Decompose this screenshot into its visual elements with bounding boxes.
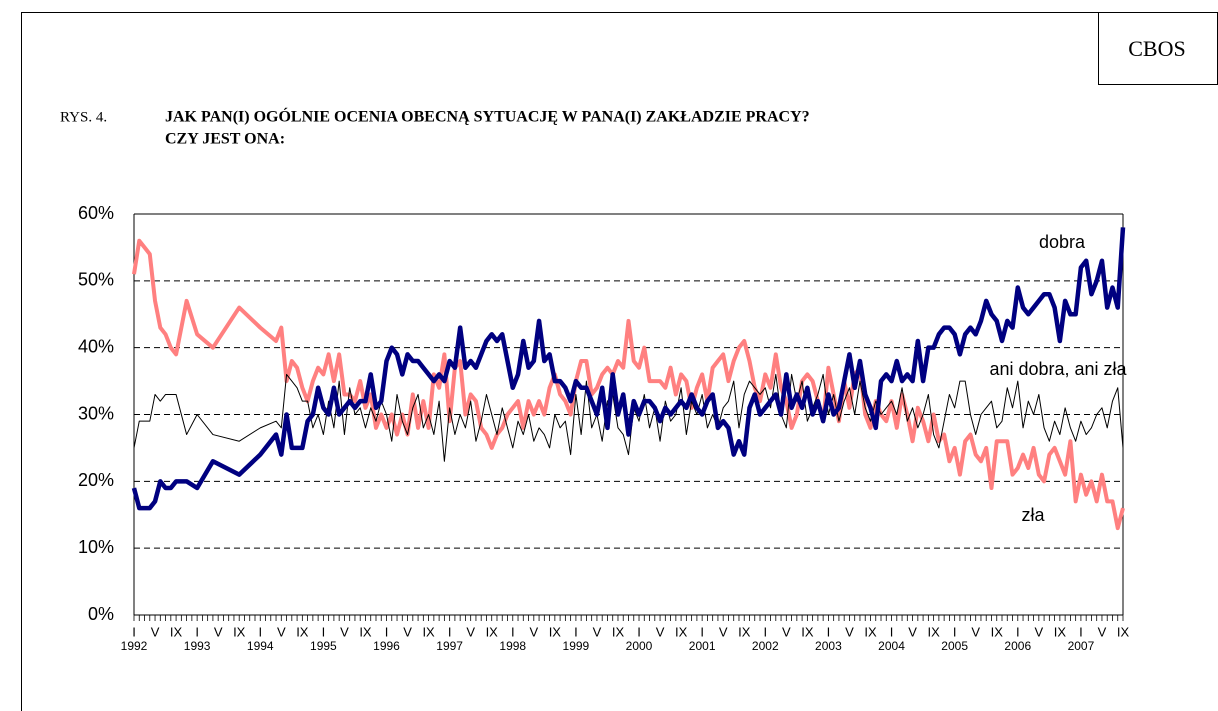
x-tick-label: I xyxy=(1079,624,1083,639)
x-tick-label: V xyxy=(782,624,791,639)
x-tick-label: IX xyxy=(1117,624,1130,639)
year-label: 2001 xyxy=(689,639,716,653)
x-tick-label: I xyxy=(637,624,641,639)
chart-title: CZY JEST ONA: xyxy=(165,131,285,148)
year-label: 1992 xyxy=(121,639,148,653)
x-tick-label: IX xyxy=(1054,624,1067,639)
y-tick-label: 40% xyxy=(78,336,114,356)
x-tick-label: I xyxy=(258,624,262,639)
y-tick-label: 60% xyxy=(78,203,114,223)
x-tick-label: V xyxy=(971,624,980,639)
x-tick-label: V xyxy=(656,624,665,639)
year-label: 1999 xyxy=(563,639,590,653)
x-tick-label: IX xyxy=(675,624,688,639)
x-tick-label: IX xyxy=(549,624,562,639)
x-tick-label: IX xyxy=(486,624,499,639)
x-tick-label: IX xyxy=(927,624,940,639)
x-tick-label: IX xyxy=(296,624,309,639)
y-tick-label: 20% xyxy=(78,470,114,490)
series-label: zła xyxy=(1021,505,1045,525)
x-tick-label: I xyxy=(195,624,199,639)
x-tick-label: V xyxy=(719,624,728,639)
x-tick-label: I xyxy=(511,624,515,639)
x-tick-label: V xyxy=(1034,624,1043,639)
year-label: 2003 xyxy=(815,639,842,653)
x-tick-label: V xyxy=(529,624,538,639)
year-label: 2005 xyxy=(941,639,968,653)
series-line xyxy=(133,373,1124,462)
x-tick-label: V xyxy=(1098,624,1107,639)
x-tick-label: IX xyxy=(801,624,814,639)
year-label: 1996 xyxy=(373,639,400,653)
series-label: dobra xyxy=(1039,232,1086,252)
x-tick-label: IX xyxy=(359,624,372,639)
x-tick-label: V xyxy=(845,624,854,639)
x-tick-label: I xyxy=(448,624,452,639)
x-tick-label: IX xyxy=(422,624,435,639)
x-tick-label: I xyxy=(763,624,767,639)
x-tick-label: V xyxy=(908,624,917,639)
x-tick-label: I xyxy=(827,624,831,639)
year-label: 2006 xyxy=(1004,639,1031,653)
x-tick-label: I xyxy=(890,624,894,639)
x-tick-label: IX xyxy=(170,624,183,639)
x-tick-label: I xyxy=(953,624,957,639)
series-label: ani dobra, ani zła xyxy=(989,359,1127,379)
year-label: 1997 xyxy=(436,639,463,653)
chart-title: JAK PAN(I) OGÓLNIE OCENIA OBECNĄ SYTUACJ… xyxy=(165,107,810,126)
year-label: 2004 xyxy=(878,639,905,653)
series-line xyxy=(131,227,1126,511)
y-tick-label: 10% xyxy=(78,537,114,557)
year-label: 2002 xyxy=(752,639,779,653)
x-tick-label: I xyxy=(1016,624,1020,639)
y-tick-label: 50% xyxy=(78,270,114,290)
x-tick-label: IX xyxy=(233,624,246,639)
y-tick-label: 30% xyxy=(78,403,114,423)
x-tick-label: I xyxy=(132,624,136,639)
figure-label: RYS. 4. xyxy=(60,109,107,125)
year-label: 1994 xyxy=(247,639,274,653)
x-tick-label: IX xyxy=(864,624,877,639)
x-tick-label: V xyxy=(214,624,223,639)
year-label: 1995 xyxy=(310,639,337,653)
series-line xyxy=(132,238,1125,531)
x-tick-label: V xyxy=(151,624,160,639)
x-tick-label: I xyxy=(322,624,326,639)
x-tick-label: I xyxy=(385,624,389,639)
x-tick-label: IX xyxy=(738,624,751,639)
x-tick-label: IX xyxy=(612,624,625,639)
x-tick-label: V xyxy=(403,624,412,639)
x-tick-label: I xyxy=(700,624,704,639)
frame xyxy=(21,12,1218,711)
x-tick-label: V xyxy=(277,624,286,639)
year-label: 2007 xyxy=(1068,639,1095,653)
x-tick-label: V xyxy=(466,624,475,639)
year-label: 2000 xyxy=(626,639,653,653)
year-label: 1993 xyxy=(184,639,211,653)
x-tick-label: I xyxy=(574,624,578,639)
badge: CBOS xyxy=(1128,36,1185,61)
year-label: 1998 xyxy=(499,639,526,653)
y-tick-label: 0% xyxy=(88,604,114,624)
x-tick-label: IX xyxy=(991,624,1004,639)
x-tick-label: V xyxy=(593,624,602,639)
x-tick-label: V xyxy=(340,624,349,639)
